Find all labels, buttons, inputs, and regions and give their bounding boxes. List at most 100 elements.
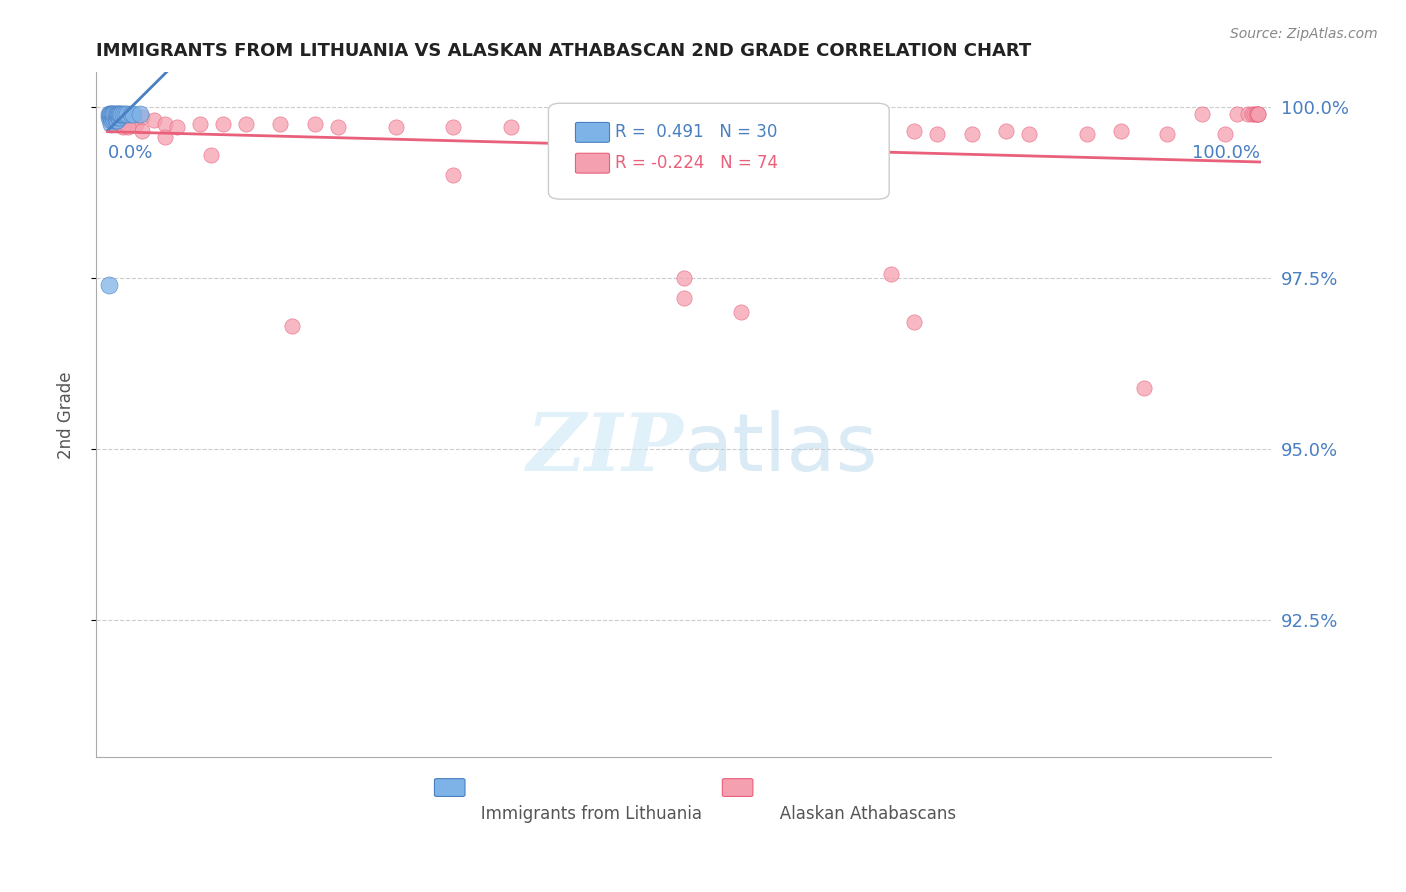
Point — [903, 315, 925, 329]
Point — [730, 305, 752, 319]
Text: R =  0.491   N = 30: R = 0.491 N = 30 — [616, 123, 778, 141]
Point — [120, 113, 142, 128]
Point — [142, 113, 165, 128]
FancyBboxPatch shape — [575, 122, 610, 143]
Point — [103, 113, 125, 128]
Point — [110, 113, 132, 128]
Point — [105, 113, 128, 128]
FancyBboxPatch shape — [723, 779, 752, 797]
Point — [103, 110, 125, 124]
Point — [101, 106, 124, 120]
Text: 100.0%: 100.0% — [1191, 145, 1260, 162]
Point — [101, 113, 124, 128]
Point — [1133, 380, 1156, 394]
Point — [1243, 106, 1265, 120]
Point — [557, 120, 579, 135]
Point — [903, 123, 925, 137]
Point — [111, 120, 134, 135]
Point — [125, 117, 148, 131]
Point — [97, 106, 120, 120]
Point — [304, 117, 326, 131]
Point — [103, 106, 125, 120]
Point — [100, 113, 122, 128]
Point — [98, 113, 121, 128]
Point — [117, 120, 139, 135]
Point — [441, 168, 464, 182]
Point — [98, 106, 121, 120]
Point — [1237, 106, 1260, 120]
FancyBboxPatch shape — [434, 779, 465, 797]
Point — [581, 134, 603, 148]
Point — [103, 113, 125, 128]
Point — [97, 277, 120, 292]
Point — [107, 106, 129, 120]
Point — [100, 110, 122, 124]
Point — [104, 113, 127, 128]
Point — [108, 110, 131, 124]
Point — [112, 110, 135, 124]
Point — [810, 134, 832, 148]
Text: 0.0%: 0.0% — [107, 145, 153, 162]
Point — [787, 127, 810, 141]
Text: ZIP: ZIP — [527, 410, 683, 488]
Point — [925, 127, 948, 141]
Point — [188, 117, 211, 131]
Text: R = -0.224   N = 74: R = -0.224 N = 74 — [616, 153, 779, 172]
Point — [114, 110, 136, 124]
Text: Source: ZipAtlas.com: Source: ZipAtlas.com — [1230, 27, 1378, 41]
Point — [114, 106, 136, 120]
Point — [1247, 106, 1270, 120]
Point — [128, 106, 150, 120]
Point — [166, 120, 188, 135]
Point — [110, 106, 132, 120]
Point — [111, 106, 134, 120]
Point — [104, 114, 127, 128]
Point — [1240, 106, 1263, 120]
Point — [120, 106, 142, 120]
Point — [104, 106, 127, 120]
Point — [104, 113, 127, 128]
Point — [384, 120, 406, 135]
Point — [1018, 127, 1040, 141]
Point — [326, 120, 349, 135]
Y-axis label: 2nd Grade: 2nd Grade — [58, 371, 75, 458]
Point — [103, 106, 125, 120]
Point — [108, 106, 131, 120]
Point — [100, 106, 122, 120]
Text: Alaskan Athabascans: Alaskan Athabascans — [763, 805, 956, 823]
Point — [1246, 106, 1268, 120]
Point — [1191, 106, 1213, 120]
Text: Immigrants from Lithuania: Immigrants from Lithuania — [465, 805, 702, 823]
Point — [1247, 106, 1270, 120]
Point — [98, 110, 121, 124]
Point — [1244, 106, 1267, 120]
Point — [97, 106, 120, 120]
Point — [211, 117, 233, 131]
Point — [105, 106, 128, 120]
Point — [845, 127, 868, 141]
Point — [100, 110, 122, 124]
Point — [880, 268, 903, 282]
Point — [103, 110, 125, 124]
Point — [672, 292, 695, 306]
Point — [1213, 127, 1236, 141]
Point — [101, 106, 124, 120]
Point — [100, 106, 122, 120]
Point — [614, 120, 637, 135]
Text: IMMIGRANTS FROM LITHUANIA VS ALASKAN ATHABASCAN 2ND GRADE CORRELATION CHART: IMMIGRANTS FROM LITHUANIA VS ALASKAN ATH… — [96, 42, 1031, 60]
FancyBboxPatch shape — [548, 103, 889, 199]
Point — [960, 127, 983, 141]
Point — [97, 110, 120, 124]
Point — [1111, 123, 1133, 137]
Point — [153, 130, 176, 145]
Point — [1076, 127, 1098, 141]
Point — [200, 147, 222, 161]
Point — [108, 106, 131, 120]
Point — [107, 106, 129, 120]
Point — [1156, 127, 1178, 141]
FancyBboxPatch shape — [575, 153, 610, 173]
Point — [131, 110, 153, 124]
Point — [499, 120, 522, 135]
Point — [101, 113, 124, 128]
Point — [696, 141, 718, 155]
